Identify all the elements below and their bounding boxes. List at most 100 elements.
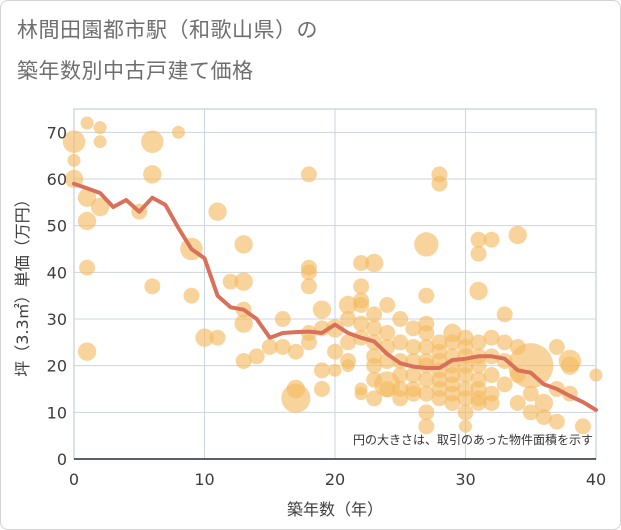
- bubble-point: [483, 329, 500, 346]
- bubble-point: [353, 315, 370, 332]
- bubble-point: [79, 259, 96, 276]
- bubble-point: [300, 166, 317, 183]
- bubble-point: [67, 153, 81, 167]
- bubble-point: [496, 334, 513, 351]
- bubble-point: [274, 311, 291, 327]
- y-tick-label: 20: [47, 357, 67, 376]
- y-tick-label: 50: [47, 217, 67, 236]
- bubble-point: [444, 395, 461, 411]
- x-tick-labels: 0 10 20 30 40: [69, 470, 606, 489]
- bubble-point: [414, 232, 439, 257]
- bubble-point: [522, 404, 539, 421]
- bubble-point: [143, 165, 162, 184]
- bubble-point: [508, 343, 554, 389]
- bubble-point: [209, 329, 226, 346]
- bubble-point: [208, 202, 227, 221]
- y-tick-label: 70: [47, 123, 67, 142]
- bubble-point: [300, 278, 317, 295]
- bubble-point: [418, 325, 435, 341]
- bubble-point: [444, 334, 461, 351]
- bubble-point: [77, 342, 97, 361]
- bubble-point: [235, 353, 252, 369]
- x-tick-label: 30: [455, 470, 475, 489]
- bubble-point: [483, 395, 500, 411]
- bubble-point: [418, 287, 435, 304]
- bubble-layer: [62, 116, 603, 435]
- bubble-point: [522, 385, 539, 402]
- bubble-point: [379, 381, 396, 397]
- bubble-point: [287, 343, 304, 360]
- bubble-point: [535, 409, 552, 425]
- bubble-point: [418, 385, 435, 402]
- x-tick-label: 0: [69, 470, 79, 489]
- bubble-point: [379, 297, 396, 313]
- bubble-point: [300, 264, 317, 281]
- bubble-point: [366, 320, 383, 337]
- bubble-point: [327, 343, 343, 360]
- chart-title-line1: 林間田園都市駅（和歌山県）の: [17, 18, 318, 42]
- bubble-point: [364, 253, 384, 273]
- bubble-point: [418, 404, 435, 421]
- bubble-point: [312, 300, 332, 319]
- bubble-point: [405, 367, 422, 383]
- bubble-point: [470, 245, 487, 262]
- bubble-point: [62, 130, 86, 153]
- bubble-point: [392, 367, 409, 383]
- y-tick-label: 60: [47, 170, 67, 189]
- y-tick-labels: 0 10 20 30 40 50 60 70: [47, 123, 67, 469]
- average-price-line: [72, 181, 598, 412]
- bubble-point: [405, 385, 422, 402]
- bubble-point: [560, 356, 580, 375]
- bubble-point: [325, 319, 345, 338]
- bubble-point: [313, 362, 330, 379]
- bubble-point: [457, 404, 474, 421]
- x-axis-label: 築年数（年）: [287, 500, 383, 519]
- bubble-point: [171, 125, 185, 139]
- bubble-point: [457, 390, 474, 407]
- bubble-point: [509, 395, 526, 411]
- y-tick-label: 0: [57, 450, 67, 469]
- bubble-point: [248, 348, 265, 365]
- bubble-point: [80, 116, 94, 130]
- bubble-point: [496, 306, 513, 323]
- bubble-point: [340, 311, 357, 327]
- bubble-point: [418, 418, 435, 435]
- bubble-point: [141, 130, 164, 153]
- bubble-point: [418, 339, 435, 355]
- bubble-point: [341, 359, 355, 373]
- bubble-point: [353, 255, 370, 271]
- bubble-point: [77, 188, 97, 207]
- y-tick-label: 30: [47, 310, 67, 329]
- bubble-point: [93, 121, 107, 135]
- bubble-point: [574, 418, 591, 435]
- y-tick-label: 40: [47, 263, 67, 282]
- bubble-point: [354, 387, 368, 401]
- bubble-size-note: 円の大きさは、取引のあった物件面積を示す: [353, 432, 593, 447]
- bubble-point: [470, 231, 487, 248]
- bubble-point: [366, 306, 383, 323]
- bubble-point: [508, 225, 527, 245]
- bubble-point: [459, 419, 472, 433]
- chart-title-line2: 築年数別中古戸建て価格: [17, 59, 254, 83]
- bubble-point: [313, 381, 330, 397]
- bubble-point: [470, 357, 487, 374]
- bubble-point: [470, 395, 487, 411]
- bubble-point: [392, 334, 409, 351]
- bubble-point: [457, 367, 474, 383]
- bubble-point: [90, 197, 110, 217]
- bubble-point: [353, 297, 370, 313]
- bubble-point: [353, 278, 370, 295]
- y-tick-label: 10: [47, 403, 67, 422]
- bubble-point: [366, 390, 383, 407]
- bubble-point: [496, 376, 513, 393]
- bubble-point: [261, 339, 278, 355]
- bubble-point: [589, 368, 603, 382]
- bubble-point: [144, 278, 161, 295]
- bubble-point: [418, 371, 435, 388]
- bubble-point: [548, 339, 565, 355]
- bubble-point: [338, 295, 358, 315]
- bubble-point: [392, 390, 409, 407]
- bubble-point: [392, 311, 409, 327]
- bubble-point: [470, 334, 487, 351]
